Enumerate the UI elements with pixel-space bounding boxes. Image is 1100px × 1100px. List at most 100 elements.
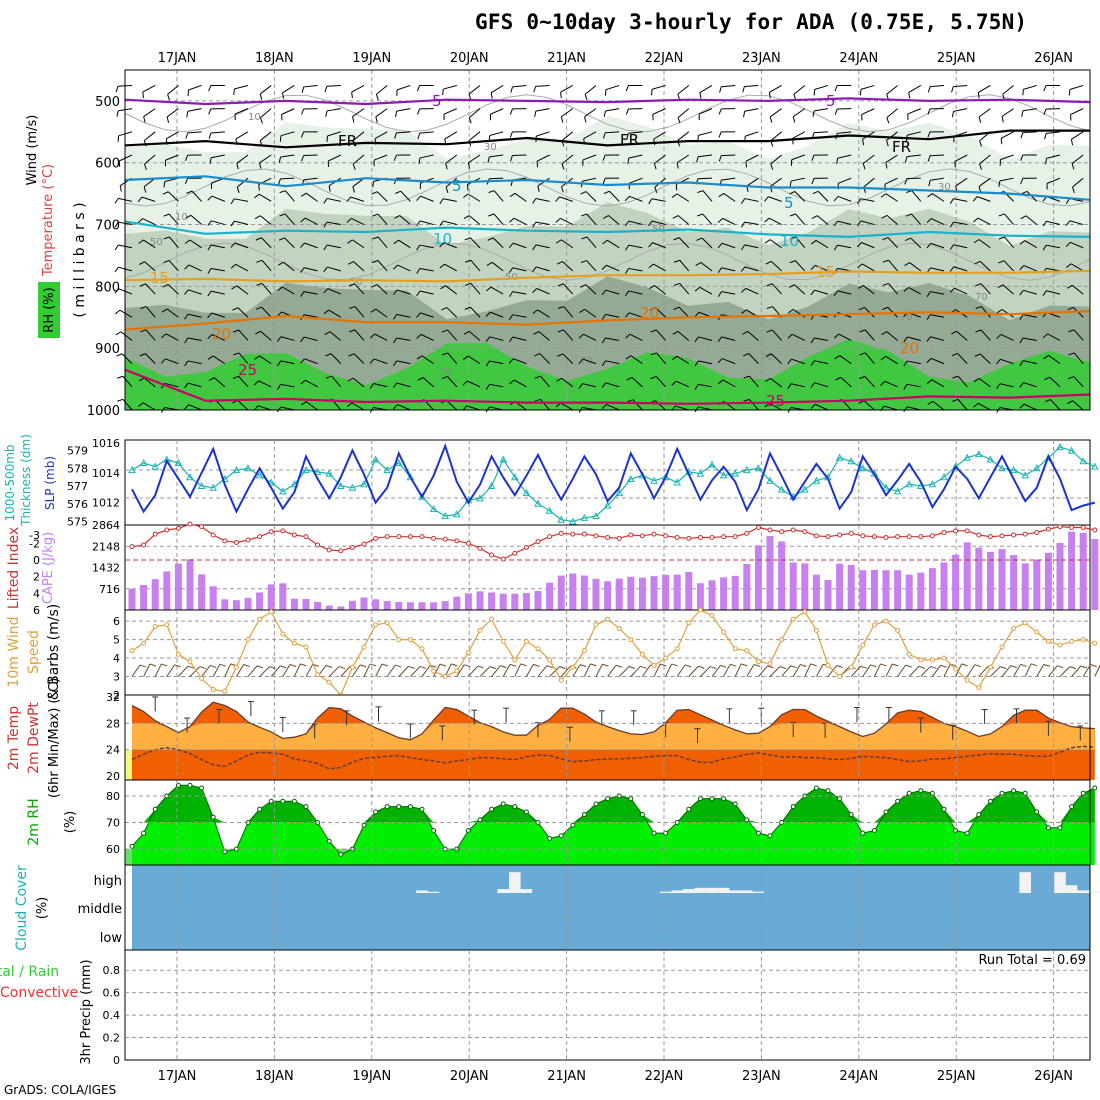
rh2-point (686, 806, 692, 812)
run-total-label: Run Total = 0.69 (978, 953, 1086, 968)
li-point (663, 533, 669, 539)
thickness-point (545, 506, 554, 514)
wind10-barb-flag (419, 665, 427, 669)
rh2-point (1022, 790, 1028, 796)
wind-barb-flag (393, 239, 399, 245)
li-point (906, 534, 912, 540)
temp-tick: 32 (106, 691, 120, 704)
thickness-point (568, 517, 577, 525)
wind-barb-flag (578, 333, 584, 339)
wind10-barb (908, 666, 920, 677)
wind-barb (884, 380, 898, 388)
wind-barb (1073, 376, 1084, 388)
wind-barb (188, 264, 202, 272)
wind-barb (886, 85, 898, 95)
wind10-point (825, 662, 831, 668)
wind-barb (886, 215, 898, 225)
cape-bar (464, 593, 472, 610)
wind10-barb (502, 664, 511, 677)
wind-barb-flag (886, 117, 890, 124)
wind-barb-flag (301, 108, 305, 115)
slp-tick: 1014 (92, 467, 120, 480)
wind-barb-flag (417, 377, 424, 381)
wind-barb (862, 154, 875, 164)
thickness-point (1021, 471, 1030, 479)
precip-tick: 0.4 (103, 1009, 121, 1022)
wind-barb-flag (787, 383, 792, 389)
wind-barb-flag (485, 406, 490, 413)
wind-barb-flag (207, 334, 213, 340)
wind-barb-flag (184, 360, 189, 367)
wind-barb (907, 406, 921, 411)
wind-barb-flag (792, 116, 796, 123)
wind-barb (351, 85, 365, 93)
wind-barb (1046, 131, 1061, 134)
wind-barb-flag (975, 329, 982, 333)
wind10-barb-flag (961, 663, 968, 667)
wind-barb-flag (882, 237, 889, 241)
wind-barb-flag (463, 330, 470, 335)
rh2-point (268, 798, 274, 804)
wind-barb-flag (278, 261, 284, 266)
wind-barb (352, 131, 365, 142)
wind-barb-flag (301, 155, 305, 162)
wind-barb (468, 154, 481, 164)
wind-barb-flag (207, 244, 212, 251)
wind-barb (210, 267, 225, 272)
wind-barb-flag (323, 244, 328, 251)
rh2-point (1080, 790, 1086, 796)
wind-barb (468, 131, 481, 141)
wind-barb (1022, 314, 1037, 318)
wind-barb (744, 84, 759, 87)
li-point (929, 533, 935, 539)
thickness-point (766, 476, 774, 484)
wind-barb-flag (468, 93, 472, 100)
thickness-tick: 577 (67, 480, 88, 493)
wind-barb-flag (439, 263, 445, 269)
wind10-barb-flag (149, 663, 157, 667)
pressure-tick: 900 (95, 342, 120, 357)
wind-barb (771, 283, 782, 295)
wind-barb (861, 242, 875, 249)
wind-barb (653, 263, 666, 272)
wind-barb (326, 108, 341, 112)
wind-barb-flag (974, 353, 981, 357)
wind-barb-flag (741, 221, 746, 228)
wind-barb (932, 400, 945, 411)
wind10-barb-flag (740, 663, 748, 667)
wind-barb (678, 237, 690, 249)
wind-barb-flag (324, 331, 331, 336)
thickness-point (510, 473, 519, 481)
wind10-barb-flag (408, 665, 415, 669)
rh2-point (976, 812, 982, 818)
li-point (1057, 524, 1063, 530)
thickness-point (661, 473, 670, 481)
wind10-barb-flag (720, 664, 727, 668)
wind-barb-flag (536, 161, 539, 168)
rh2-point (953, 827, 959, 833)
thickness-point (696, 469, 705, 477)
wind-barb-flag (695, 262, 702, 266)
wind10-barb (560, 665, 571, 677)
wind10-barb (827, 665, 838, 677)
wind-barb-flag (926, 336, 931, 342)
wind-barb (679, 259, 690, 272)
wind-barb (144, 261, 156, 272)
wind-barb-flag (672, 215, 679, 219)
thickness-point (325, 469, 334, 477)
wind-barb (377, 236, 388, 249)
li-point (210, 532, 216, 538)
wind-barb-flag (1067, 400, 1073, 404)
wind-barb-flag (393, 337, 398, 344)
wind10-barb (723, 663, 731, 677)
wind-barb (122, 398, 133, 411)
li-point (709, 535, 715, 540)
rh2-point (431, 827, 437, 833)
wind-barb (420, 312, 434, 318)
thickness-tick: 579 (67, 445, 88, 458)
bottom-date-label: 26JAN (1034, 1069, 1073, 1084)
wind-barb (145, 306, 156, 318)
wind-barb (586, 260, 597, 272)
wind-barb (953, 221, 968, 226)
cape-bar (905, 574, 913, 610)
